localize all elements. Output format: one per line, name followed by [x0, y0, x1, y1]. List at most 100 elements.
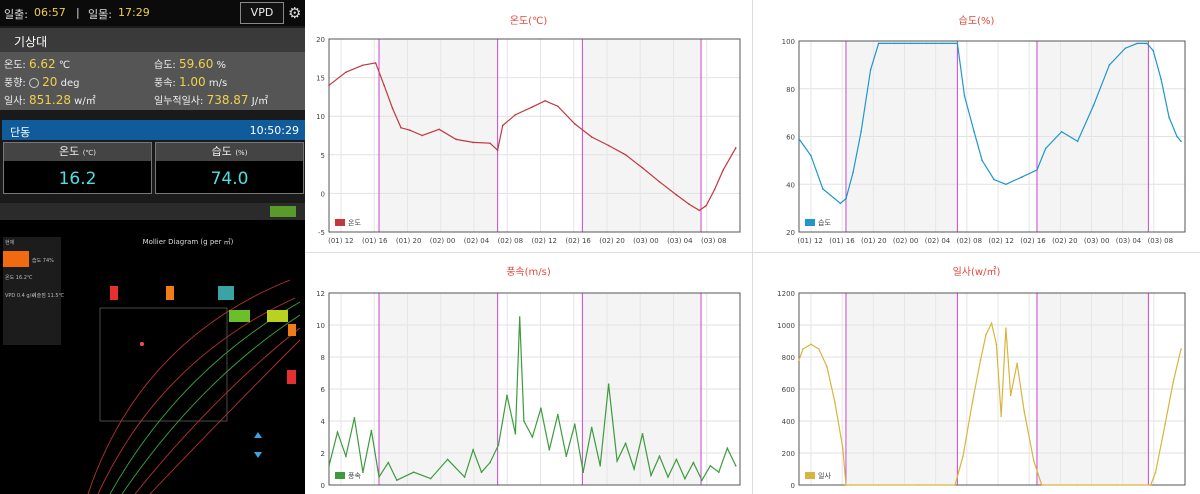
greenhouse-header[interactable]: 단동 10:50:29	[2, 120, 305, 140]
y-tick-label: 40	[786, 181, 795, 189]
vpd-button[interactable]: VPD	[240, 2, 284, 24]
legend-swatch	[805, 219, 815, 226]
x-tick-label: (01) 16	[362, 237, 388, 245]
cum-solar-value: 738.87	[206, 93, 249, 107]
data-point	[962, 455, 964, 457]
mollier-diagram-panel: 현재 온도 16.2℃ 습도 74% VPD 0.4 g/㎥ 이슬점 11.5℃…	[0, 203, 305, 494]
data-point	[1005, 327, 1007, 329]
wind-chart: 12 10 8 6 4 2 0 풍속	[316, 290, 741, 490]
x-tick-label: (01) 12	[328, 237, 354, 245]
night-shade-0	[378, 39, 498, 232]
y-tick-label: -5	[318, 229, 325, 237]
plot-frame	[328, 292, 741, 486]
mollier-vpd-button[interactable]	[270, 206, 296, 217]
data-point	[1076, 484, 1079, 486]
mollier-marker-orange-2	[288, 324, 296, 336]
data-point	[1000, 415, 1002, 417]
data-point	[607, 144, 610, 147]
data-point	[1160, 78, 1162, 80]
series-line	[798, 42, 1182, 205]
data-point	[607, 383, 610, 385]
weather-humidity-value: 59.60	[178, 57, 214, 71]
y-tick-label: 10	[316, 113, 325, 121]
x-tick-label: (02) 04	[925, 237, 951, 245]
sunset-label: 일몰:	[88, 8, 112, 21]
data-point	[990, 322, 993, 325]
y-tick-label: 6	[321, 386, 326, 394]
data-point	[1040, 484, 1043, 486]
inside-humidity-value: 74.0	[210, 169, 249, 189]
mollier-nav-icon[interactable]	[254, 432, 262, 458]
series-line	[328, 62, 737, 212]
x-tick-label: (02) 04	[464, 237, 490, 245]
x-tick-label: (02) 08	[957, 237, 983, 245]
x-tick-label: (02) 16	[565, 237, 591, 245]
sunrise-label: 일출:	[4, 8, 28, 21]
y-tick-label: 0	[791, 482, 795, 490]
y-tick-label: 20	[786, 229, 795, 237]
wind-speed-value: 1.00	[178, 75, 206, 89]
plot-frame	[798, 292, 1186, 486]
solar-label: 일사:	[4, 96, 26, 107]
data-point	[641, 167, 644, 169]
series-line	[328, 316, 737, 482]
y-tick-label: 2	[321, 450, 325, 458]
greenhouse-name: 단동	[10, 126, 31, 139]
data-point	[845, 197, 847, 200]
plot-frame	[798, 40, 1186, 233]
data-point	[565, 455, 568, 457]
data-point	[383, 84, 385, 87]
data-point	[1023, 410, 1026, 413]
solar-chart: 1200 1000 800 600 400 200 0 일사	[777, 290, 1186, 490]
wind-speed-label: 풍속:	[154, 78, 176, 89]
data-point	[818, 348, 820, 350]
data-point	[1005, 183, 1007, 186]
inside-temp-unit: (℃)	[82, 149, 97, 157]
data-point	[1145, 42, 1148, 45]
legend-swatch	[335, 472, 345, 479]
x-tick-label: (03) 08	[1148, 237, 1174, 245]
legend-label: 온도	[348, 219, 361, 227]
data-point	[956, 42, 959, 45]
inside-humidity-unit: (%)	[235, 149, 248, 157]
x-tick-label: (03) 00	[1084, 237, 1110, 245]
data-point	[917, 484, 920, 486]
series-line	[798, 321, 1182, 486]
data-point	[1176, 135, 1178, 138]
mollier-current-point	[140, 342, 144, 346]
x-tick-label: (02) 12	[988, 237, 1014, 245]
x-tick-label: (02) 16	[1020, 237, 1046, 245]
y-tick-label: 1000	[777, 322, 795, 330]
left-panel: 일출: 06:57 | 일몰: 17:29 VPD ⚙ 기상대 온도: 6.62…	[0, 0, 305, 494]
gear-icon[interactable]: ⚙	[288, 4, 302, 22]
weather-temp-unit: ℃	[58, 60, 71, 71]
data-point	[616, 460, 618, 462]
y-tick-label: 60	[786, 134, 795, 142]
cum-solar-unit: J/㎡	[251, 96, 269, 107]
data-point	[548, 449, 551, 451]
weather-station-header: 기상대	[0, 28, 305, 52]
data-point	[1154, 471, 1157, 473]
data-point	[798, 359, 800, 361]
mollier-marker-green-1	[229, 310, 250, 322]
data-point	[501, 124, 504, 127]
data-point	[1164, 423, 1166, 425]
legend-swatch	[335, 219, 345, 226]
data-point	[518, 316, 521, 318]
inside-humidity-label: 습도	[211, 145, 232, 158]
weather-humidity: 습도: 59.60 %	[154, 56, 226, 71]
data-point	[624, 442, 627, 445]
mollier-marker-red-2	[287, 370, 296, 384]
data-point	[497, 444, 500, 446]
data-point	[1021, 176, 1023, 178]
data-point	[726, 447, 729, 449]
y-tick-label: 12	[316, 290, 325, 298]
data-point	[1136, 42, 1139, 45]
data-point	[1124, 47, 1127, 49]
data-point	[370, 429, 373, 432]
x-tick-label: (01) 20	[396, 237, 422, 245]
data-point	[624, 154, 627, 156]
data-point	[374, 62, 377, 64]
data-point	[472, 449, 474, 451]
data-point	[995, 343, 998, 345]
